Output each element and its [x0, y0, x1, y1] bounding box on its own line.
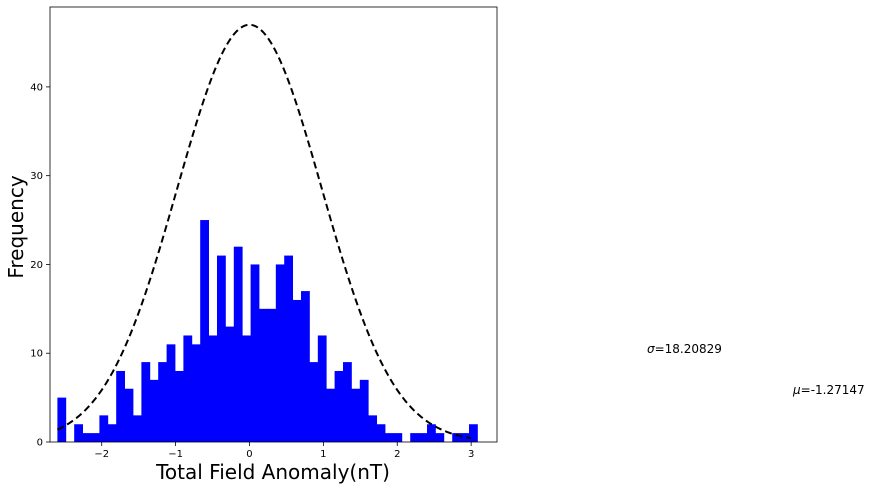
- histogram-bar: [242, 335, 251, 442]
- y-axis-label: Frequency: [4, 175, 28, 278]
- histogram-bar: [191, 344, 201, 442]
- histogram-bar: [57, 397, 67, 442]
- histogram-bars: [57, 220, 478, 442]
- histogram-bar: [376, 424, 386, 442]
- histogram-bar: [427, 424, 436, 442]
- histogram-bar: [259, 308, 268, 442]
- x-tick-label: 1: [320, 449, 326, 460]
- mu-symbol: μ: [792, 383, 801, 397]
- histogram-bar: [200, 220, 209, 442]
- y-tick-label: 10: [30, 349, 43, 360]
- histogram-bar: [141, 362, 151, 442]
- histogram-bar: [107, 424, 117, 442]
- histogram-bar: [452, 433, 462, 442]
- histogram-bar: [90, 433, 100, 442]
- histogram-bar: [385, 433, 394, 442]
- histogram-bar: [317, 335, 327, 442]
- histogram-bar: [309, 362, 319, 442]
- plot-frame: [49, 6, 498, 443]
- histogram-bar: [351, 388, 361, 442]
- histogram-bar: [334, 370, 344, 442]
- histogram-bar: [116, 370, 125, 442]
- x-axis-label: Total Field Anomaly(nT): [155, 460, 390, 484]
- histogram-bar: [132, 415, 142, 442]
- histogram-bar: [250, 264, 260, 442]
- histogram-bar: [301, 291, 310, 442]
- histogram-bar: [418, 433, 428, 442]
- sigma-symbol: σ: [647, 342, 655, 356]
- x-tick-label: 3: [468, 449, 474, 460]
- histogram-bar: [217, 255, 226, 442]
- histogram-bar: [166, 344, 176, 442]
- histogram-bar: [343, 362, 352, 442]
- sigma-value: =18.20829: [655, 342, 722, 356]
- y-tick-label: 20: [30, 260, 43, 271]
- histogram-bar: [158, 362, 167, 442]
- y-tick-label: 40: [30, 82, 43, 93]
- histogram-bar: [267, 308, 277, 442]
- x-tick-label: −2: [94, 449, 109, 460]
- histogram-bar: [284, 255, 294, 442]
- x-tick-label: 2: [394, 449, 400, 460]
- histogram-bar: [74, 424, 83, 442]
- histogram-bar: [183, 335, 193, 442]
- x-tick-label: −1: [168, 449, 183, 460]
- x-axis-ticks: −2 −1 0 1 2 3: [94, 442, 474, 460]
- histogram-bar: [292, 299, 302, 442]
- histogram-bar: [393, 433, 403, 442]
- histogram-bar: [149, 379, 159, 442]
- histogram-bar: [225, 326, 235, 442]
- mu-value: =-1.27147: [801, 383, 865, 397]
- histogram-bar: [326, 388, 336, 442]
- histogram-bar: [175, 370, 184, 442]
- histogram-bar: [275, 264, 285, 442]
- normal-fit-curve: [56, 23, 472, 440]
- histogram-bar: [124, 388, 134, 442]
- mu-annotation: μ=-1.27147: [792, 383, 865, 397]
- histogram-bar: [368, 415, 378, 442]
- x-tick-label: 0: [246, 449, 252, 460]
- histogram-bar: [233, 246, 243, 442]
- histogram-bar: [460, 433, 470, 442]
- histogram-bar: [208, 335, 218, 442]
- histogram-bar: [359, 379, 369, 442]
- sigma-annotation: σ=18.20829: [647, 342, 722, 356]
- y-tick-label: 0: [37, 438, 43, 449]
- y-tick-label: 30: [30, 171, 43, 182]
- histogram-bar: [410, 433, 420, 442]
- histogram-bar: [99, 415, 109, 442]
- histogram-bar: [469, 424, 478, 442]
- histogram-bar: [82, 433, 92, 442]
- y-axis-ticks: 0 10 20 30 40: [30, 82, 50, 449]
- histogram-bar: [435, 433, 445, 442]
